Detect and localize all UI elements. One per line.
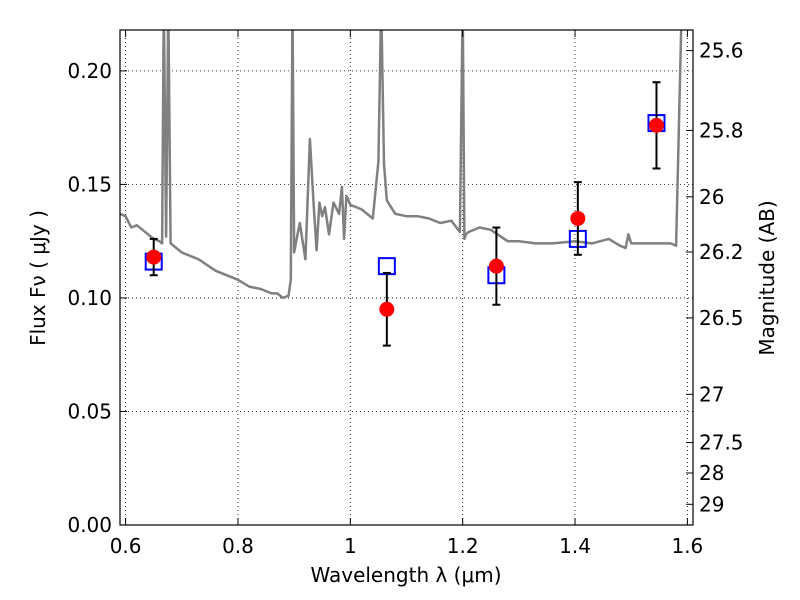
mag-tick-label: 25.6 bbox=[699, 39, 744, 63]
mag-tick-label: 26.2 bbox=[699, 240, 744, 264]
svg-text:Wavelength λ (μm): Wavelength λ (μm) bbox=[310, 563, 501, 587]
plot-background bbox=[120, 30, 693, 525]
mag-tick-label: 26.5 bbox=[699, 306, 744, 330]
observed-point bbox=[379, 301, 395, 317]
svg-text:Magnitude (AB): Magnitude (AB) bbox=[755, 200, 779, 355]
mag-tick-label: 26 bbox=[699, 185, 724, 209]
y2-axis-label: Magnitude (AB) bbox=[755, 200, 779, 355]
y-axis-label: Flux Fν ( μJy ) bbox=[26, 210, 50, 346]
x-tick-label: 0.8 bbox=[222, 534, 254, 558]
observed-point bbox=[570, 210, 586, 226]
svg-text:Flux Fν ( μJy ): Flux Fν ( μJy ) bbox=[26, 210, 50, 346]
y-tick-label: 0.05 bbox=[67, 399, 112, 423]
x-tick-label: 1 bbox=[344, 534, 357, 558]
x-tick-label: 0.6 bbox=[110, 534, 142, 558]
y-tick-label: 0.00 bbox=[67, 513, 112, 537]
spectrum-line bbox=[120, 30, 690, 300]
observed-point bbox=[146, 249, 162, 265]
plot-frame bbox=[119, 29, 694, 526]
mag-tick-label: 27 bbox=[699, 382, 724, 406]
observed-point bbox=[648, 117, 664, 133]
y-tick-label: 0.15 bbox=[67, 172, 112, 196]
x-axis-label: Wavelength λ (μm) bbox=[310, 563, 501, 587]
x-tick-label: 1.2 bbox=[447, 534, 479, 558]
y-tick-label: 0.20 bbox=[67, 59, 112, 83]
mag-tick-label: 27.5 bbox=[699, 431, 744, 455]
y-tick-label: 0.10 bbox=[67, 286, 112, 310]
x-tick-label: 1.4 bbox=[559, 534, 591, 558]
observed-point bbox=[488, 258, 504, 274]
mag-tick-label: 25.8 bbox=[699, 118, 744, 142]
spectrum-layer bbox=[120, 30, 690, 300]
mag-tick-label: 28 bbox=[699, 461, 724, 485]
x-tick-label: 1.6 bbox=[671, 534, 703, 558]
axes: 0.6 0.8 1 1.2 1.4 1.6 0.00 0.05 0.10 0.15 0.20 25.6… bbox=[67, 30, 744, 558]
mag-tick-label: 29 bbox=[699, 492, 724, 516]
points-layer bbox=[144, 81, 666, 347]
